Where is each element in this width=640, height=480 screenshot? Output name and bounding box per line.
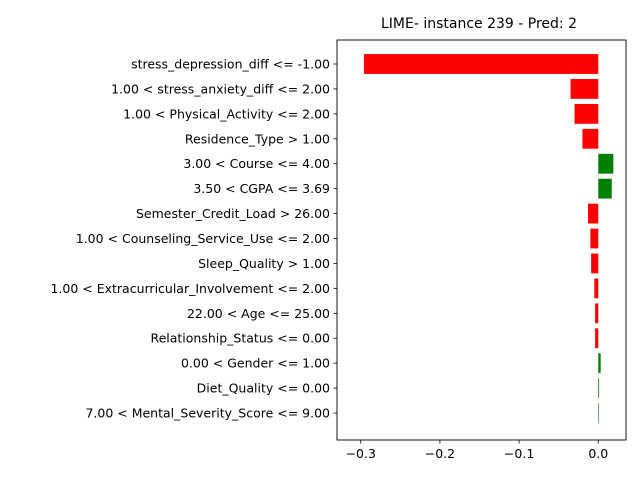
bar <box>591 253 599 274</box>
y-tick-label: 1.00 < Physical_Activity <= 2.00 <box>123 106 330 121</box>
bars-group <box>363 54 614 423</box>
y-tick-label: Diet_Quality <= 0.00 <box>197 381 330 396</box>
chart-title: LIME- instance 239 - Pred: 2 <box>381 16 577 32</box>
x-tick-label: −0.3 <box>346 446 376 461</box>
bar <box>595 303 599 324</box>
y-tick-label: stress_depression_diff <= -1.00 <box>131 57 330 72</box>
x-tick-label: 0.0 <box>588 446 608 461</box>
y-tick-label: 3.50 < CGPA <= 3.69 <box>193 181 330 196</box>
bar <box>582 128 599 149</box>
y-tick-label: 1.00 < Counseling_Service_Use <= 2.00 <box>76 231 330 246</box>
bar <box>598 353 601 374</box>
plot-frame <box>336 39 627 441</box>
y-tick-label: 0.00 < Gender <= 1.00 <box>181 356 330 371</box>
y-tick-label: Relationship_Status <= 0.00 <box>150 331 330 346</box>
bar <box>590 228 599 249</box>
y-tick-label: 1.00 < Extracurricular_Involvement <= 2.… <box>50 281 330 296</box>
bar <box>598 403 599 423</box>
bar <box>574 103 599 124</box>
x-ticks: −0.3 −0.2 −0.1 0.0 <box>346 440 608 461</box>
bar <box>587 203 599 224</box>
bar <box>598 178 612 199</box>
x-tick-label: −0.2 <box>425 446 455 461</box>
y-tick-label: Residence_Type > 1.00 <box>185 131 330 146</box>
bar <box>598 378 600 398</box>
bar <box>594 278 599 299</box>
bar <box>598 153 614 174</box>
y-tick-label: 3.00 < Course <= 4.00 <box>183 156 330 171</box>
y-tick-label: 1.00 < stress_anxiety_diff <= 2.00 <box>111 81 330 96</box>
y-tick-label: 7.00 < Mental_Severity_Score <= 9.00 <box>85 406 330 421</box>
y-tick-label: 22.00 < Age <= 25.00 <box>187 306 330 321</box>
y-tick-label: Semester_Credit_Load > 26.00 <box>136 206 330 221</box>
bar <box>570 79 599 99</box>
bar <box>363 54 599 74</box>
bar <box>595 328 599 349</box>
y-tick-labels: stress_depression_diff <= -1.00 1.00 < st… <box>50 57 337 421</box>
x-tick-label: −0.1 <box>504 446 534 461</box>
y-tick-label: Sleep_Quality > 1.00 <box>198 256 330 271</box>
